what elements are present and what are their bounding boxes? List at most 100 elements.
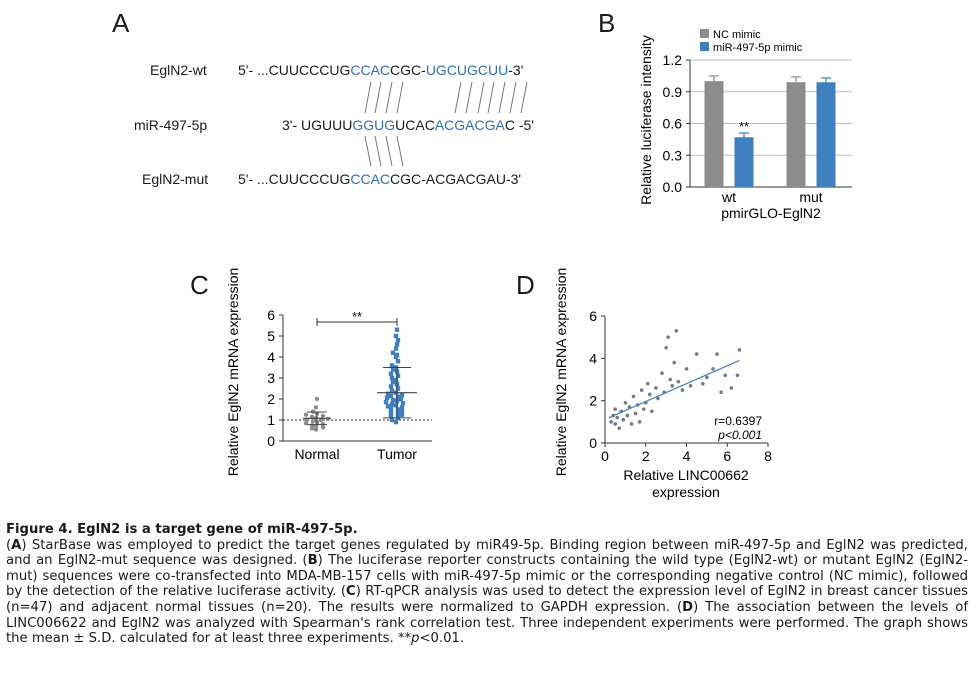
data-point [668, 377, 672, 382]
data-point [398, 396, 404, 402]
data-point [670, 384, 675, 388]
data-point [660, 371, 664, 375]
y-tick-label: 0.9 [663, 84, 683, 100]
data-point [393, 346, 399, 351]
x-axis-label-line2: expression [652, 484, 720, 500]
sequence-row-mut: 5'- ...CUUCCCUGCCACCGC-ACGACGAU-3' [238, 171, 521, 187]
panel-letter-d: D [516, 270, 535, 300]
data-point [399, 409, 405, 414]
data-point [715, 352, 719, 356]
y-tick-label: 3 [267, 370, 275, 386]
data-point [637, 420, 642, 424]
data-point [394, 342, 400, 347]
data-point [388, 393, 394, 399]
data-point [705, 375, 709, 380]
sequence-segment: -3' [508, 62, 524, 78]
bar [786, 82, 806, 187]
data-point [388, 410, 394, 415]
base-pair-line [509, 81, 517, 114]
data-point [393, 377, 399, 383]
base-pair-line [374, 135, 382, 167]
data-point [613, 407, 617, 411]
sequence-prefix: 3'- [282, 117, 298, 133]
data-point [650, 409, 654, 414]
data-point [711, 367, 715, 371]
x-axis-label: pmirGLO-EglN2 [721, 205, 821, 221]
data-point [623, 400, 628, 405]
data-point [664, 345, 668, 350]
y-tick-label: 6 [589, 308, 597, 324]
y-axis-label: Relative EglN2 mRNA expression [553, 268, 569, 477]
base-pair-lines [364, 81, 528, 167]
data-point [672, 360, 677, 365]
sequence-segment: CCAC [350, 62, 391, 78]
y-tick-label: 0 [589, 435, 597, 451]
base-pair-line [385, 135, 393, 167]
sequence-name-wt: EglN2-wt [150, 62, 207, 78]
luciferase-bar-chart: 0.0 0.3 0.6 0.9 1.2 wt mut ** pmirGLO-EglN2 Relat… [638, 29, 852, 221]
data-point [656, 396, 660, 401]
data-point [648, 392, 652, 397]
figure-caption: Figure 4. EglN2 is a target gene of miR-… [6, 522, 968, 647]
base-pair-line [364, 135, 372, 167]
data-point [320, 413, 326, 418]
x-tick-label: 0 [601, 448, 609, 464]
data-point [400, 401, 406, 406]
data-point [394, 352, 400, 358]
base-pair-line [487, 81, 495, 114]
data-point [735, 373, 740, 378]
y-tick-label: 4 [589, 350, 597, 366]
bar [704, 81, 724, 187]
base-pair-line [520, 81, 528, 114]
x-tick-label: 2 [642, 448, 650, 464]
panel-letter-b: B [598, 8, 616, 38]
x-tick-label: 6 [723, 448, 731, 464]
data-point [309, 426, 315, 431]
mrna-expression-dot-plot: 0 1 2 3 4 5 6 Normal Tumor ** Relative EglN2 mRNA … [225, 268, 432, 476]
y-tick-label: 2 [589, 393, 597, 409]
x-tick-label: wt [721, 189, 736, 205]
sequence-segment: GGUG [352, 117, 396, 133]
data-point [393, 419, 399, 425]
sequence-segment: CCAC [350, 171, 391, 187]
data-point [313, 424, 319, 429]
correlation-r-label: r=0.6397 [714, 414, 762, 428]
y-tick-label: 6 [267, 307, 275, 323]
data-point [384, 395, 390, 401]
data-point [399, 412, 405, 417]
x-tick-label: 8 [764, 448, 772, 464]
base-pair-line [465, 81, 473, 114]
data-point [617, 426, 622, 430]
data-point [389, 402, 395, 407]
data-point [389, 375, 395, 381]
data-point [390, 397, 396, 403]
bar [816, 82, 836, 187]
data-point [389, 417, 395, 423]
base-pair-line [396, 135, 404, 167]
x-tick-label: 4 [683, 448, 691, 464]
sequence-prefix: 5'- [238, 62, 254, 78]
p-value-label: p<0.001 [717, 428, 762, 442]
data-point [399, 405, 405, 410]
sequence-segment: ACGACGA [434, 117, 505, 133]
data-point [395, 386, 401, 391]
data-point [389, 363, 395, 368]
data-point [395, 394, 401, 400]
base-pair-line [364, 81, 372, 114]
data-point [388, 384, 394, 389]
data-point [684, 367, 689, 371]
legend-label: miR-497-5p mimic [713, 42, 803, 54]
base-pair-line [477, 81, 485, 114]
data-point [666, 335, 670, 339]
sequence-name-mirna: miR-497-5p [134, 117, 208, 133]
data-point [383, 399, 389, 405]
data-point [393, 403, 399, 408]
y-tick-label: 1.2 [663, 52, 683, 68]
regression-line [608, 359, 740, 419]
y-tick-label: 0.0 [663, 179, 683, 195]
y-axis-label: Relative luciferase intensity [638, 35, 654, 205]
sequence-prefix: 5'- [238, 171, 254, 187]
y-tick-label: 0.3 [663, 147, 683, 163]
sequence-row-wt: 5'- ...CUUCCCUGCCACCGC-UGCUGCUU-3' [238, 62, 523, 78]
